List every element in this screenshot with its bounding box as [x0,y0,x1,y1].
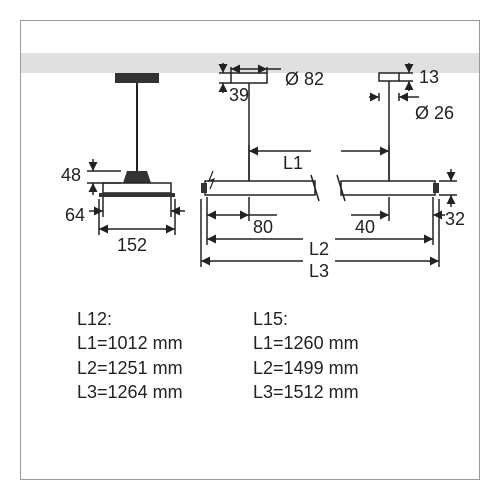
dim-L2: L2 [309,239,329,259]
dim-80: 80 [253,217,273,237]
dim-13: 13 [419,67,439,87]
technical-drawing: 48 64 152 39 Ø 82 13 Ø 26 L1 80 40 32 L2… [21,21,479,479]
dim-phi82: Ø 82 [285,69,324,89]
dim-152: 152 [117,235,147,255]
table-L12-row: L3=1264 mm [77,380,183,404]
dim-40: 40 [355,217,375,237]
dim-L3: L3 [309,261,329,281]
dim-32: 32 [445,209,465,229]
table-L15-title: L15: [253,307,359,331]
dim-L1: L1 [283,153,303,173]
table-L12-title: L12: [77,307,183,331]
table-L12-row: L2=1251 mm [77,356,183,380]
table-L15-row: L1=1260 mm [253,331,359,355]
dim-phi26: Ø 26 [415,103,454,123]
table-L12-row: L1=1012 mm [77,331,183,355]
table-L15: L15: L1=1260 mm L2=1499 mm L3=1512 mm [253,307,359,404]
table-L15-row: L3=1512 mm [253,380,359,404]
dim-64: 64 [65,205,85,225]
dim-39: 39 [229,85,249,105]
diagram-frame: 48 64 152 39 Ø 82 13 Ø 26 L1 80 40 32 L2… [20,20,480,480]
table-L12: L12: L1=1012 mm L2=1251 mm L3=1264 mm [77,307,183,404]
table-L15-row: L2=1499 mm [253,356,359,380]
dim-48: 48 [61,165,81,185]
